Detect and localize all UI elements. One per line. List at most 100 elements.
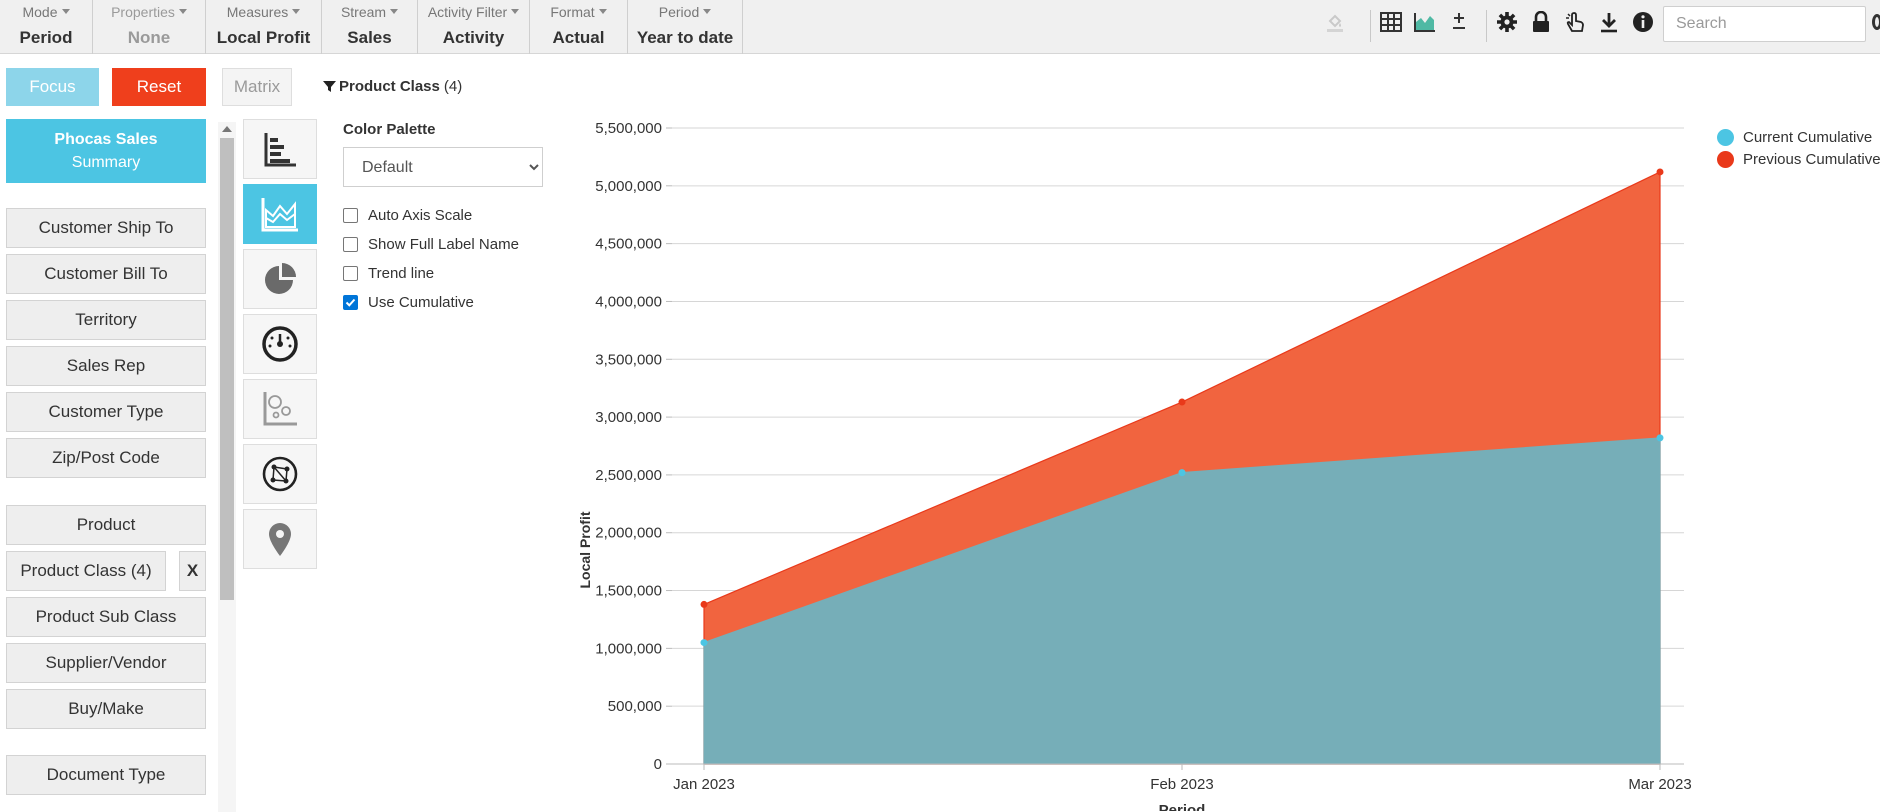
scroll-up-arrow-icon[interactable] bbox=[222, 126, 232, 132]
current-cumulative-point bbox=[1178, 469, 1186, 477]
current-cumulative-area bbox=[703, 437, 1661, 765]
dimension-selector-properties[interactable]: Properties None bbox=[93, 0, 206, 54]
favourite-summary-button[interactable]: Phocas Sales Summary bbox=[6, 119, 206, 183]
dimension-territory[interactable]: Territory bbox=[6, 300, 206, 340]
remove-filter-button[interactable]: X bbox=[179, 551, 206, 591]
info-icon[interactable] bbox=[1630, 9, 1656, 35]
previous-cumulative-point bbox=[1178, 398, 1186, 406]
dimension-value: Actual bbox=[552, 28, 605, 47]
checkbox-label: Use Cumulative bbox=[368, 294, 474, 311]
legend-item[interactable]: Previous Cumulative bbox=[1717, 148, 1880, 170]
focus-button[interactable]: Focus bbox=[6, 68, 99, 106]
search-input[interactable] bbox=[1663, 6, 1866, 42]
grid-view-icon[interactable] bbox=[1378, 9, 1404, 35]
gear-icon[interactable] bbox=[1494, 9, 1520, 35]
x-tick-label: Feb 2023 bbox=[1150, 776, 1213, 793]
color-palette-select[interactable]: Default bbox=[343, 147, 543, 187]
dimension-zip-post-code[interactable]: Zip/Post Code bbox=[6, 438, 206, 478]
reset-button[interactable]: Reset bbox=[112, 68, 206, 106]
legend-item[interactable]: Current Cumulative bbox=[1717, 126, 1880, 148]
y-tick-label: 2,500,000 bbox=[595, 467, 662, 484]
bar-chart-icon bbox=[264, 133, 296, 167]
summary-title: Phocas Sales bbox=[54, 131, 158, 148]
matrix-button[interactable]: Matrix bbox=[222, 68, 292, 106]
option-show-full-label-name[interactable]: Show Full Label Name bbox=[343, 236, 519, 253]
y-tick-label: 3,500,000 bbox=[595, 351, 662, 368]
dimension-selector-period[interactable]: Period Year to date bbox=[628, 0, 743, 54]
x-axis-title: Period bbox=[1159, 802, 1206, 811]
network-chart-button[interactable] bbox=[243, 444, 317, 504]
dimension-value: Sales bbox=[347, 28, 392, 47]
previous-cumulative-point bbox=[700, 600, 708, 608]
scrollbar-thumb[interactable] bbox=[220, 138, 234, 600]
bar-chart-button[interactable] bbox=[243, 119, 317, 179]
plus-minus-icon[interactable] bbox=[1446, 9, 1472, 35]
dimension-product-sub-class[interactable]: Product Sub Class bbox=[6, 597, 206, 637]
legend-marker bbox=[1717, 150, 1734, 168]
pointer-hand-icon[interactable] bbox=[1562, 9, 1588, 35]
option-trend-line[interactable]: Trend line bbox=[343, 265, 434, 282]
dimension-customer-bill-to[interactable]: Customer Bill To bbox=[6, 254, 206, 294]
dimension-selector-activity-filter[interactable]: Activity Filter Activity bbox=[418, 0, 530, 54]
download-icon[interactable] bbox=[1596, 9, 1622, 35]
toolbar-icons-group-1 bbox=[1318, 8, 1352, 36]
y-tick-label: 3,000,000 bbox=[595, 409, 662, 426]
previous-cumulative-point bbox=[1656, 168, 1664, 176]
network-icon bbox=[262, 456, 298, 492]
gauge-button[interactable] bbox=[243, 314, 317, 374]
chart-legend: Current Cumulative Previous Cumulative bbox=[1717, 126, 1880, 170]
bubble-chart-button[interactable] bbox=[243, 379, 317, 439]
dimension-caption: Activity Filter bbox=[418, 4, 529, 20]
bubble-chart-icon bbox=[263, 392, 297, 426]
dimension-buy-make[interactable]: Buy/Make bbox=[6, 689, 206, 729]
dimension-selector-stream[interactable]: Stream Sales bbox=[322, 0, 418, 54]
x-tick-label: Mar 2023 bbox=[1628, 776, 1691, 793]
toolbar-icons-group-2 bbox=[1374, 8, 1476, 36]
y-tick-label: 0 bbox=[654, 756, 662, 773]
search-icon[interactable] bbox=[1872, 14, 1880, 30]
dimension-value: Period bbox=[19, 28, 73, 47]
y-axis-title: Local Profit bbox=[577, 511, 593, 588]
current-cumulative-point bbox=[700, 639, 708, 647]
checkbox[interactable] bbox=[343, 266, 358, 281]
dimension-value: None bbox=[127, 28, 171, 47]
checkbox[interactable] bbox=[343, 295, 358, 310]
chart-view-icon[interactable] bbox=[1412, 9, 1438, 35]
area-chart-icon bbox=[261, 198, 298, 232]
active-filter[interactable]: Product Class (4) bbox=[323, 78, 462, 95]
legend-label: Previous Cumulative bbox=[1743, 150, 1880, 168]
lock-icon[interactable] bbox=[1528, 9, 1554, 35]
dimension-value: Local Profit bbox=[216, 28, 311, 47]
pie-chart-icon bbox=[265, 263, 296, 294]
pie-chart-button[interactable] bbox=[243, 249, 317, 309]
current-cumulative-point bbox=[1656, 434, 1664, 442]
dimension-document-type[interactable]: Document Type bbox=[6, 755, 206, 795]
summary-subtitle: Summary bbox=[71, 154, 141, 171]
y-tick-label: 5,000,000 bbox=[595, 178, 662, 195]
filter-name: Product Class bbox=[339, 78, 440, 95]
legend-label: Current Cumulative bbox=[1743, 128, 1873, 146]
dimension-caption: Mode bbox=[0, 4, 92, 20]
gauge-icon bbox=[262, 326, 298, 362]
y-tick-label: 1,000,000 bbox=[595, 640, 662, 657]
checkbox[interactable] bbox=[343, 237, 358, 252]
x-tick-label: Jan 2023 bbox=[673, 776, 735, 793]
dimension-caption: Period bbox=[628, 4, 742, 20]
dimension-selector-measures[interactable]: Measures Local Profit bbox=[206, 0, 322, 54]
dimension-selector-mode[interactable]: Mode Period bbox=[0, 0, 93, 54]
map-button[interactable] bbox=[243, 509, 317, 569]
dimension-caption: Measures bbox=[206, 4, 321, 20]
y-tick-label: 4,500,000 bbox=[595, 236, 662, 253]
checkbox[interactable] bbox=[343, 208, 358, 223]
area-chart-button[interactable] bbox=[243, 184, 317, 244]
dimension-product-class-4[interactable]: Product Class (4) bbox=[6, 551, 166, 591]
dimension-customer-type[interactable]: Customer Type bbox=[6, 392, 206, 432]
dimension-product[interactable]: Product bbox=[6, 505, 206, 545]
dimension-selector-format[interactable]: Format Actual bbox=[530, 0, 628, 54]
option-use-cumulative[interactable]: Use Cumulative bbox=[343, 294, 474, 311]
dimension-supplier-vendor[interactable]: Supplier/Vendor bbox=[6, 643, 206, 683]
paint-bucket-icon[interactable] bbox=[1322, 9, 1348, 35]
option-auto-axis-scale[interactable]: Auto Axis Scale bbox=[343, 207, 472, 224]
dimension-customer-ship-to[interactable]: Customer Ship To bbox=[6, 208, 206, 248]
dimension-sales-rep[interactable]: Sales Rep bbox=[6, 346, 206, 386]
